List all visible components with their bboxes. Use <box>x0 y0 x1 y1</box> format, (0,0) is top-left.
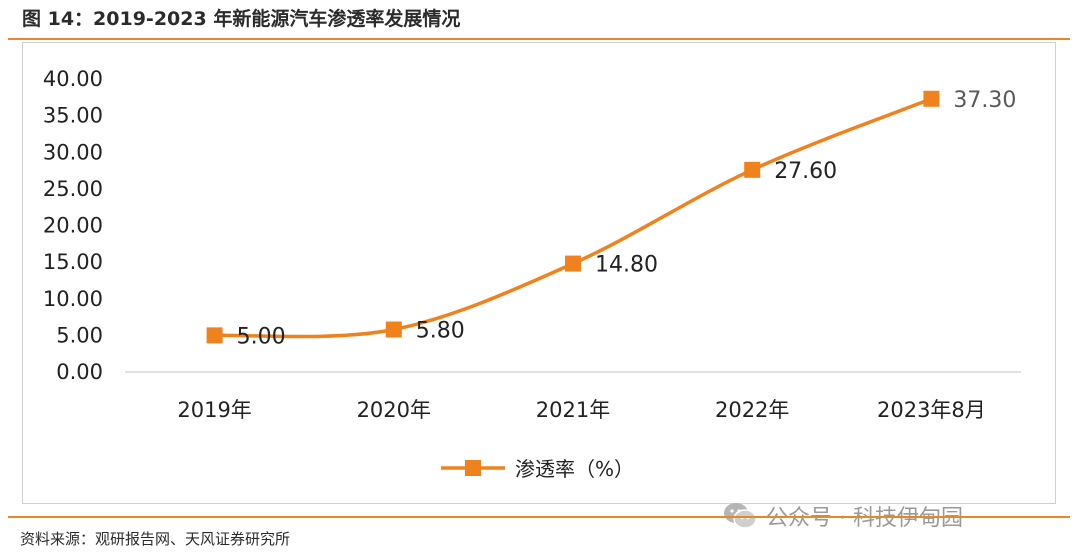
data-point-marker <box>744 161 761 178</box>
series-line <box>212 97 934 339</box>
line-chart: 0.00 5.00 10.00 15.00 20.00 25.00 30.00 35.00 40… <box>43 67 1021 481</box>
y-tick-label: 10.00 <box>43 287 103 311</box>
data-label: 5.00 <box>237 324 286 349</box>
watermark-text: 公众号 · 科技伊甸园 <box>766 506 963 531</box>
data-label: 27.60 <box>774 159 837 184</box>
x-tick-label: 2020年 <box>357 398 431 422</box>
x-tick-label: 2023年8月 <box>877 398 986 422</box>
data-point-marker <box>206 327 223 344</box>
watermark: 公众号 · 科技伊甸园 <box>722 500 963 532</box>
figure-title: 图 14：2019-2023 年新能源汽车渗透率发展情况 <box>22 8 461 30</box>
y-tick-label: 5.00 <box>56 323 103 347</box>
legend-label: 渗透率（%） <box>515 457 634 481</box>
y-tick-label: 40.00 <box>43 67 103 91</box>
x-tick-label: 2022年 <box>715 398 789 422</box>
x-tick-label: 2021年 <box>536 398 610 422</box>
y-tick-label: 0.00 <box>56 360 103 384</box>
y-tick-label: 30.00 <box>43 140 103 164</box>
data-label: 14.80 <box>595 253 658 278</box>
y-tick-label: 20.00 <box>43 214 103 238</box>
data-point-marker <box>565 255 581 272</box>
chart-frame: 0.00 5.00 10.00 15.00 20.00 25.00 30.00 35.00 40… <box>22 42 1056 504</box>
data-point-marker <box>923 90 940 107</box>
data-label: 37.30 <box>953 88 1016 113</box>
source-note: 资料来源：观研报告网、天风证券研究所 <box>20 530 291 548</box>
y-tick-label: 35.00 <box>43 104 103 128</box>
legend-marker <box>465 460 481 476</box>
y-tick-label: 25.00 <box>43 177 103 201</box>
data-point-marker <box>385 321 402 338</box>
y-tick-label: 15.00 <box>43 250 103 274</box>
top-rule <box>8 38 1070 40</box>
bottom-rule <box>8 516 1070 518</box>
x-tick-label: 2019年 <box>177 398 251 422</box>
data-label: 5.80 <box>416 319 465 344</box>
